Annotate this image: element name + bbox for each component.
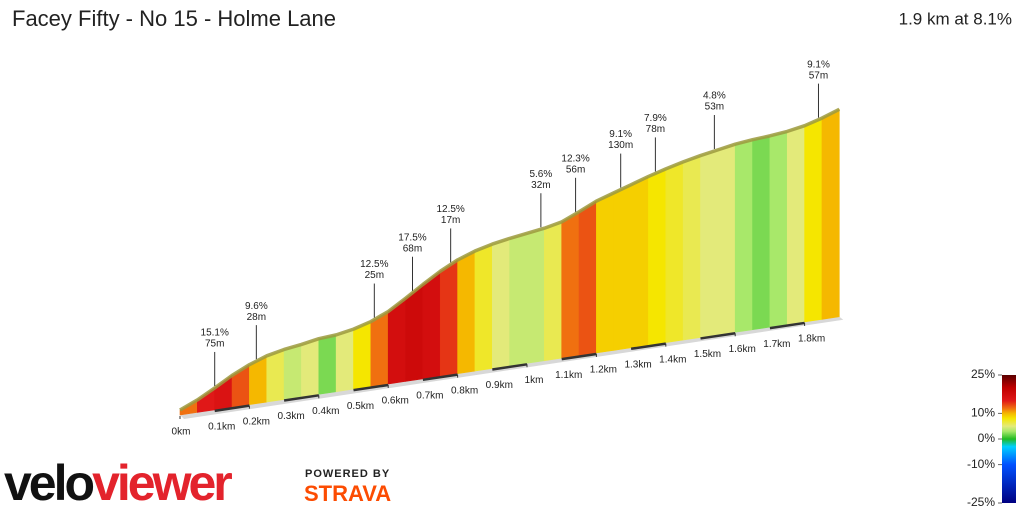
profile-segment bbox=[717, 143, 736, 336]
tick-mark bbox=[422, 373, 458, 382]
annotation-length: 32m bbox=[531, 180, 550, 191]
profile-segment bbox=[318, 334, 337, 395]
colorbar bbox=[1002, 375, 1016, 503]
x-tick-label: 1.5km bbox=[694, 349, 721, 360]
colorbar-label: 10% bbox=[971, 406, 995, 420]
profile-segment bbox=[544, 221, 563, 362]
profile-segment bbox=[335, 328, 354, 393]
annotation-grade: 17.5% bbox=[398, 232, 426, 243]
annotation-grade: 9.1% bbox=[807, 59, 830, 70]
x-tick-label: 0.5km bbox=[347, 401, 374, 412]
x-tick-label: 0.6km bbox=[382, 396, 409, 407]
annotation-grade: 12.3% bbox=[561, 153, 589, 164]
profile-segment bbox=[578, 200, 597, 356]
profile-segment bbox=[682, 155, 701, 341]
annotation-grade: 12.5% bbox=[360, 259, 388, 270]
annotation-grade: 5.6% bbox=[529, 169, 552, 180]
tick-mark bbox=[492, 363, 528, 371]
x-tick-label: 0.9km bbox=[486, 380, 513, 391]
tick-mark bbox=[769, 321, 805, 330]
x-tick-label: 1.8km bbox=[798, 334, 825, 345]
profile-segment bbox=[491, 237, 510, 369]
x-tick-label: 0.3km bbox=[277, 411, 304, 422]
logo-viewer: viewer bbox=[92, 455, 232, 511]
annotation-grade: 15.1% bbox=[201, 328, 229, 339]
profile-segment bbox=[370, 310, 389, 387]
x-tick-label: 0.4km bbox=[312, 406, 339, 417]
annotation-grade: 9.6% bbox=[245, 301, 268, 312]
annotation-grade: 12.5% bbox=[436, 204, 464, 215]
profile-segment bbox=[474, 243, 493, 372]
profile-segment bbox=[734, 139, 753, 333]
profile-segment bbox=[301, 338, 320, 398]
annotation-length: 56m bbox=[566, 164, 585, 175]
tick-mark bbox=[214, 404, 250, 413]
tick-mark bbox=[700, 332, 736, 340]
profile-segment bbox=[353, 321, 372, 390]
x-tick-label: 1.3km bbox=[624, 359, 651, 370]
logo: veloviewer bbox=[4, 455, 232, 511]
colorbar-label: 25% bbox=[971, 367, 995, 381]
profile-segment bbox=[509, 232, 528, 367]
profile-segment bbox=[266, 349, 285, 403]
annotation-grade: 7.9% bbox=[644, 113, 667, 124]
profile-segment bbox=[700, 149, 719, 338]
x-tick-label: 0km bbox=[172, 427, 191, 438]
profile-segment bbox=[439, 259, 458, 377]
profile-segment bbox=[613, 184, 632, 351]
x-tick-label: 0.8km bbox=[451, 385, 478, 396]
x-tick-label: 1.2km bbox=[590, 365, 617, 376]
profile-segment bbox=[630, 175, 649, 349]
x-tick-label: 0.7km bbox=[416, 390, 443, 401]
annotation-length: 17m bbox=[441, 215, 460, 226]
strava-logo: STRAVA bbox=[304, 481, 391, 506]
annotation-length: 68m bbox=[403, 243, 422, 254]
base-shadow bbox=[180, 316, 844, 419]
annotation-length: 78m bbox=[646, 124, 665, 135]
x-tick-label: 1.6km bbox=[729, 344, 756, 355]
annotation-length: 57m bbox=[809, 70, 828, 81]
tick-mark bbox=[630, 342, 666, 351]
annotation-length: 75m bbox=[205, 339, 224, 350]
colorbar-label: 0% bbox=[978, 431, 996, 445]
x-tick-label: 0.2km bbox=[243, 416, 270, 427]
profile-segment bbox=[821, 108, 840, 320]
x-tick-label: 1km bbox=[525, 375, 544, 386]
profile-top-edge bbox=[179, 107, 841, 412]
profile-segment bbox=[457, 250, 476, 374]
profile-segment bbox=[648, 168, 667, 346]
profile-segment bbox=[422, 270, 441, 380]
tick-mark bbox=[283, 394, 319, 402]
x-tick-label: 0.1km bbox=[208, 421, 235, 432]
profile-segment bbox=[786, 125, 805, 325]
profile-segment bbox=[665, 161, 684, 343]
climb-summary: 1.9 km at 8.1% bbox=[899, 9, 1012, 28]
profile-segment bbox=[596, 192, 615, 354]
annotation-length: 28m bbox=[247, 312, 266, 323]
annotation-length: 25m bbox=[365, 270, 384, 281]
tick-mark bbox=[561, 352, 597, 361]
tick-mark bbox=[353, 383, 389, 392]
profile bbox=[179, 108, 840, 416]
annotation-grade: 9.1% bbox=[609, 129, 632, 140]
x-tick-label: 1.1km bbox=[555, 370, 582, 381]
colorbar-label: -10% bbox=[967, 457, 995, 471]
profile-segment bbox=[283, 344, 302, 400]
profile-segment bbox=[752, 135, 771, 331]
logo-velo: velo bbox=[4, 455, 94, 511]
powered-by: POWERED BY bbox=[305, 468, 390, 480]
chart-title: Facey Fifty - No 15 - Holme Lane bbox=[12, 6, 336, 31]
x-tick-label: 1.7km bbox=[763, 339, 790, 350]
annotation-length: 130m bbox=[608, 140, 633, 151]
profile-segment bbox=[526, 227, 545, 364]
annotation-length: 53m bbox=[705, 102, 724, 113]
colorbar-label: -25% bbox=[967, 495, 995, 509]
x-tick-label: 1.4km bbox=[659, 354, 686, 365]
profile-segment bbox=[804, 117, 823, 323]
profile-segment bbox=[405, 283, 424, 382]
profile-segment bbox=[769, 131, 788, 328]
profile-segment bbox=[561, 211, 580, 359]
annotation-grade: 4.8% bbox=[703, 91, 726, 102]
